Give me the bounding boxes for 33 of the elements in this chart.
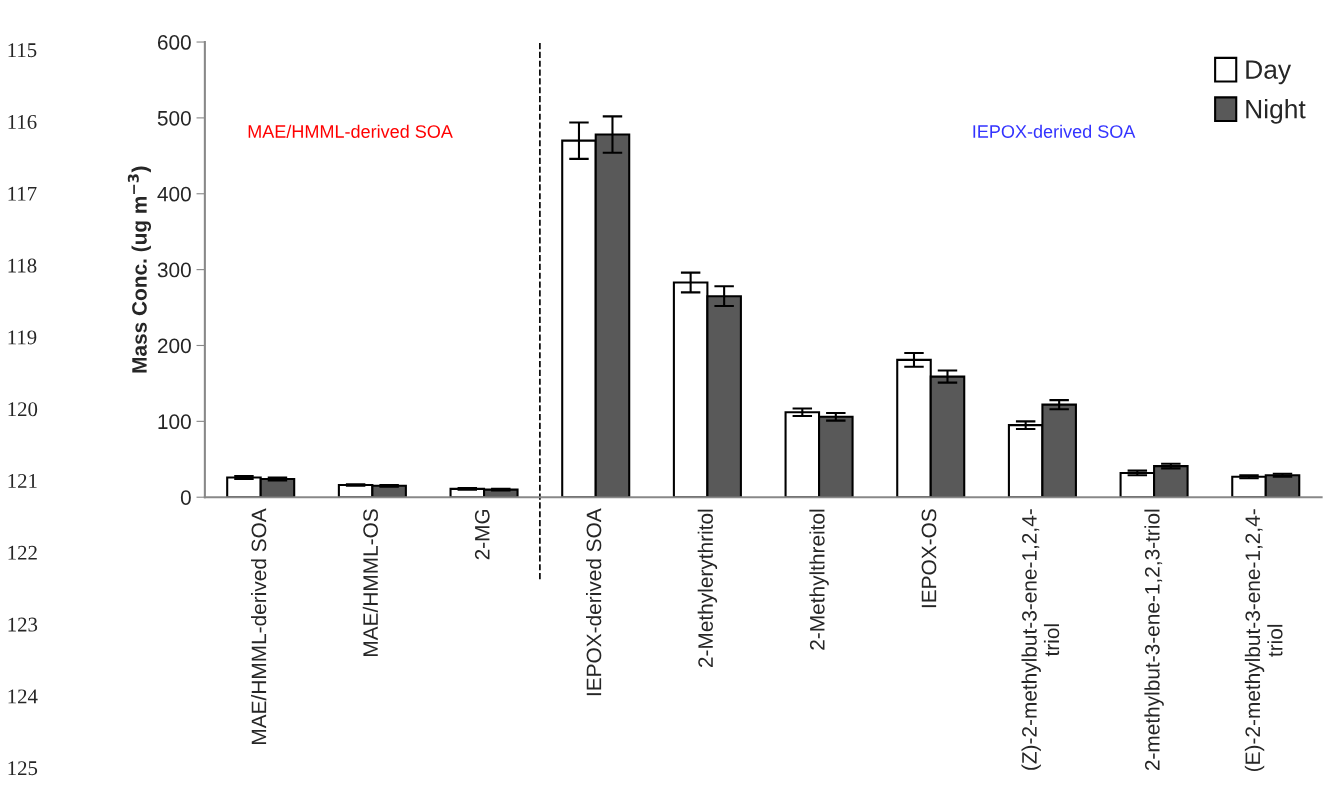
text: 125 [8,761,38,776]
text: 117 [8,186,37,201]
y-axis-title: Mass Conc. (ug m$^{−3}$) [127,166,152,373]
y-tick-label: 400 [157,186,191,202]
text: 118 [8,258,37,273]
x-tick-label: 2-MG [474,509,490,560]
text: 120 [8,402,38,417]
text: 121 [8,474,37,488]
x-tick-label: 2-Methylthreitol [809,509,829,650]
x-tick-label: MAE/HMML-OS [362,509,378,656]
annotation: IEPOX-derived SOA [973,124,1136,138]
text: 115 [8,43,37,58]
y-tick-label: 0 [180,490,191,505]
x-tick-label: MAE/HMML-derived SOA [250,508,267,744]
x-tick-label: IEPOX-OS [921,509,937,608]
y-tick-label: 100 [158,414,191,430]
x-tick-label: (Z)-2-methylbut-3-ene-1,2,4- triol [1021,509,1060,770]
text: 119 [8,330,37,345]
y-tick-label: 500 [157,110,191,126]
text: 122 [8,545,37,560]
legend-label: Day [1246,60,1292,85]
y-tick-label: 600 [157,35,191,50]
y-tick-label: 300 [157,262,191,278]
annotation: MAE/HMML-derived SOA [248,124,453,138]
text: 123 [8,617,38,632]
y-tick-label: 200 [157,338,191,354]
x-tick-label: 2-Methylerythritol [697,509,718,668]
x-tick-label: IEPOX-derived SOA [586,508,602,696]
legend-label: Night [1246,99,1306,124]
text: 116 [8,115,37,130]
text: 124 [8,689,38,704]
x-tick-label: (E)-2-methylbut-3-ene-1,2,4- triol [1244,509,1283,771]
x-tick-label: 2-methylbut-3-ene-1,2,3-triol [1144,509,1164,771]
